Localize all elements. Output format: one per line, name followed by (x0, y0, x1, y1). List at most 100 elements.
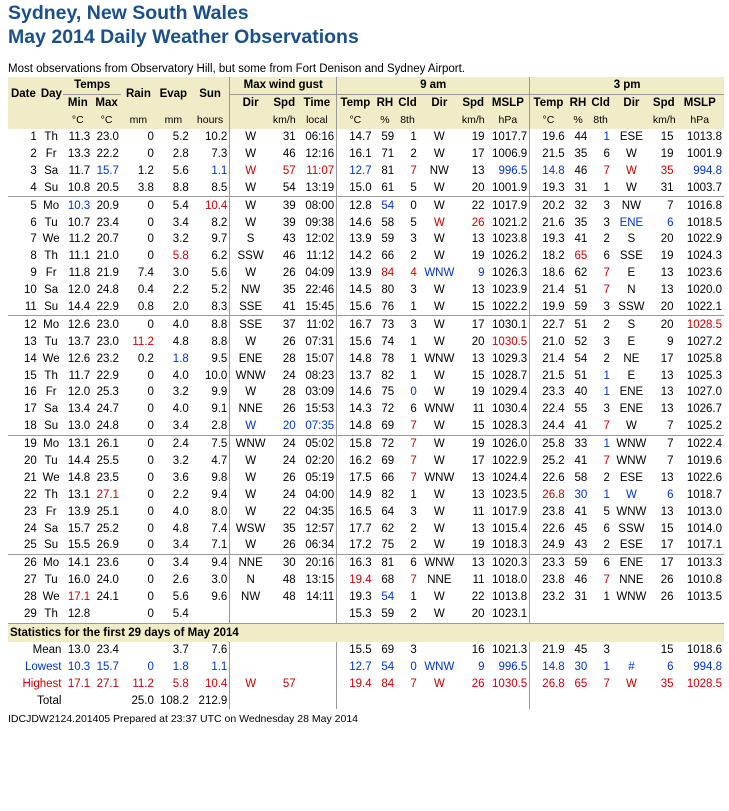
table-cell: 7 (667, 455, 674, 468)
table-cell: 12.0 (67, 284, 91, 297)
table-cell: 5.6 (172, 164, 189, 177)
table-row: 15 Th 11.7 22.9 0 4.0 10.0 WNW 24 08:23 13.7 82 1 W 15… (8, 367, 724, 385)
table-cell: 14.8 (67, 471, 91, 484)
table-cell: 52 (574, 335, 588, 348)
header-3pm-spd: Spd (650, 94, 676, 112)
table-cell: 24.4 (529, 417, 567, 436)
table-cell: 17.2 (336, 537, 374, 555)
table-cell: 13 (660, 505, 674, 518)
table-cell: W (229, 145, 271, 163)
table-cell: Tu (44, 335, 58, 348)
table-cell: W (229, 196, 271, 215)
table-cell: 20 (471, 335, 485, 348)
statistics-cell: 12.7 (336, 658, 374, 676)
table-cell: 06:34 (305, 539, 335, 552)
table-cell: Fr (45, 267, 57, 280)
table-cell: 23.0 (92, 315, 121, 334)
table-cell: W (433, 181, 445, 194)
statistics-cell: 84 (373, 675, 397, 693)
table-cell: 9.9 (211, 386, 228, 399)
table-cell: 26 (282, 267, 296, 280)
table-cell: 61 (381, 181, 395, 194)
table-cell: Sa (44, 164, 59, 177)
table-cell: 1014.0 (686, 522, 722, 535)
table-cell: 1025.8 (686, 352, 722, 365)
table-cell: 7 (30, 233, 37, 246)
table-cell: 3.4 (172, 539, 189, 552)
table-cell: 1010.8 (686, 574, 722, 587)
table-cell: 44 (574, 131, 588, 144)
header-9am-cld: Cld (396, 94, 419, 112)
table-cell: 1017.9 (492, 505, 528, 518)
table-cell: 1023.5 (492, 488, 528, 501)
table-cell: 7 (410, 455, 417, 468)
unit-cell: hPa (486, 111, 530, 129)
table-cell (229, 605, 271, 623)
statistics-cell: 35 (650, 675, 676, 693)
table-cell: 15 (471, 369, 485, 382)
table-cell: 15:45 (305, 301, 335, 314)
table-cell: SSW (229, 247, 271, 265)
statistics-cell: 23.4 (92, 641, 121, 659)
table-cell: 20 (471, 181, 485, 194)
table-cell: 20 (282, 420, 296, 433)
table-cell: 78 (381, 352, 395, 365)
table-cell: 11 (472, 505, 485, 518)
table-cell: WNW (424, 403, 455, 416)
table-cell: 81 (373, 553, 397, 572)
table-cell: 3.6 (172, 471, 189, 484)
table-cell: 1023.6 (686, 267, 722, 280)
statistics-cell (611, 641, 651, 659)
table-cell: NNE (427, 574, 452, 587)
table-cell: 46 (282, 148, 296, 160)
table-cell: WNW (611, 434, 651, 453)
table-cell: 13 (471, 522, 485, 535)
table-cell: 0 (147, 591, 154, 604)
statistics-cell (120, 641, 156, 659)
table-cell: 26 (471, 216, 485, 229)
table-cell: 7 (603, 574, 610, 587)
unit-cell: km/h (650, 111, 676, 129)
table-cell: 22 (459, 196, 487, 215)
header-gust-spd: Spd (270, 94, 298, 112)
table-cell: 1 (603, 369, 610, 382)
statistics-cell: 1018.6 (675, 641, 724, 659)
table-cell: W (418, 196, 460, 215)
table-cell: 10 (24, 284, 37, 297)
table-cell: 69 (381, 420, 395, 433)
table-cell: 1 (30, 131, 37, 144)
table-cell: 14.4 (67, 301, 91, 314)
table-cell: 7 (603, 267, 610, 280)
table-cell: WNW (616, 591, 647, 604)
table-cell: 1028.3 (492, 420, 528, 433)
statistics-cell: 10.3 (63, 658, 93, 676)
header-gust-time: Time (297, 94, 337, 112)
table-cell: 7 (603, 420, 610, 433)
table-row: 20 Tu 14.4 25.5 0 3.2 4.7 W 24 02:20 16.2 69 7 W 17 102… (8, 452, 724, 470)
table-cell: 84 (381, 267, 395, 280)
table-cell: 13 (660, 471, 674, 484)
table-row: 16 Fr 12.0 25.3 0 3.2 9.9 W 28 03:09 14.6 75 0 W 19 102… (8, 384, 724, 401)
table-cell: 12.7 (336, 162, 374, 180)
table-row: 7 We 11.2 20.7 0 3.2 9.7 S 43 12:02 13.9 59 3 W 13 1023… (8, 231, 724, 248)
table-cell: 2 (410, 522, 417, 535)
table-cell: 7 (410, 574, 417, 587)
table-cell: 11:07 (306, 164, 335, 177)
table-cell: Su (44, 420, 59, 433)
table-cell: 22.9 (96, 301, 119, 314)
table-cell: 21.5 (529, 367, 567, 385)
table-cell: 0 (147, 471, 154, 484)
table-cell: 2 (410, 148, 417, 160)
table-cell: Su (44, 301, 59, 314)
table-cell: 23.2 (96, 352, 119, 365)
table-cell: 08:00 (297, 196, 337, 215)
table-cell: 46 (574, 574, 588, 587)
table-cell: W (625, 181, 637, 194)
table-cell: NW (429, 164, 449, 177)
table-cell: 0 (120, 315, 156, 334)
table-cell: 17 (471, 148, 485, 160)
statistics-cell: 6 (650, 658, 676, 676)
table-cell: 20 (660, 233, 674, 246)
table-cell: W (625, 420, 637, 433)
table-cell: ENE (229, 350, 271, 368)
